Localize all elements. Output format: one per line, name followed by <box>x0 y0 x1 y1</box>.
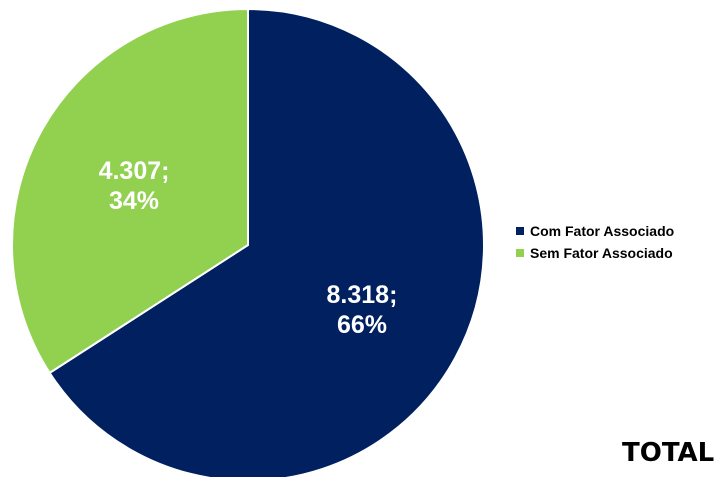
legend-item-sem-fator: Sem Fator Associado <box>516 242 674 264</box>
legend-swatch-com-fator <box>516 227 524 235</box>
legend-item-com-fator: Com Fator Associado <box>516 220 674 242</box>
pie-data-label-0: 8.318; 66% <box>327 281 398 339</box>
pie-value-label-0: 8.318; <box>327 281 398 309</box>
pie-data-labels: 8.318; 66% 4.307; 34% <box>99 157 398 339</box>
pie-percent-label-1: 34% <box>109 187 159 215</box>
pie-slices <box>11 7 485 477</box>
pie-slice-1 <box>11 7 249 375</box>
pie-data-label-1: 4.307; 34% <box>99 157 170 215</box>
pie-slice-0 <box>48 7 485 477</box>
legend-label-sem-fator: Sem Fator Associado <box>530 245 673 261</box>
legend-label-com-fator: Com Fator Associado <box>530 223 675 239</box>
chart-legend: Com Fator Associado Sem Fator Associado <box>516 220 674 264</box>
total-label: TOTAL <box>622 438 715 468</box>
legend-swatch-sem-fator <box>516 249 524 257</box>
pie-value-label-1: 4.307; <box>99 157 170 185</box>
pie-percent-label-0: 66% <box>337 311 387 339</box>
